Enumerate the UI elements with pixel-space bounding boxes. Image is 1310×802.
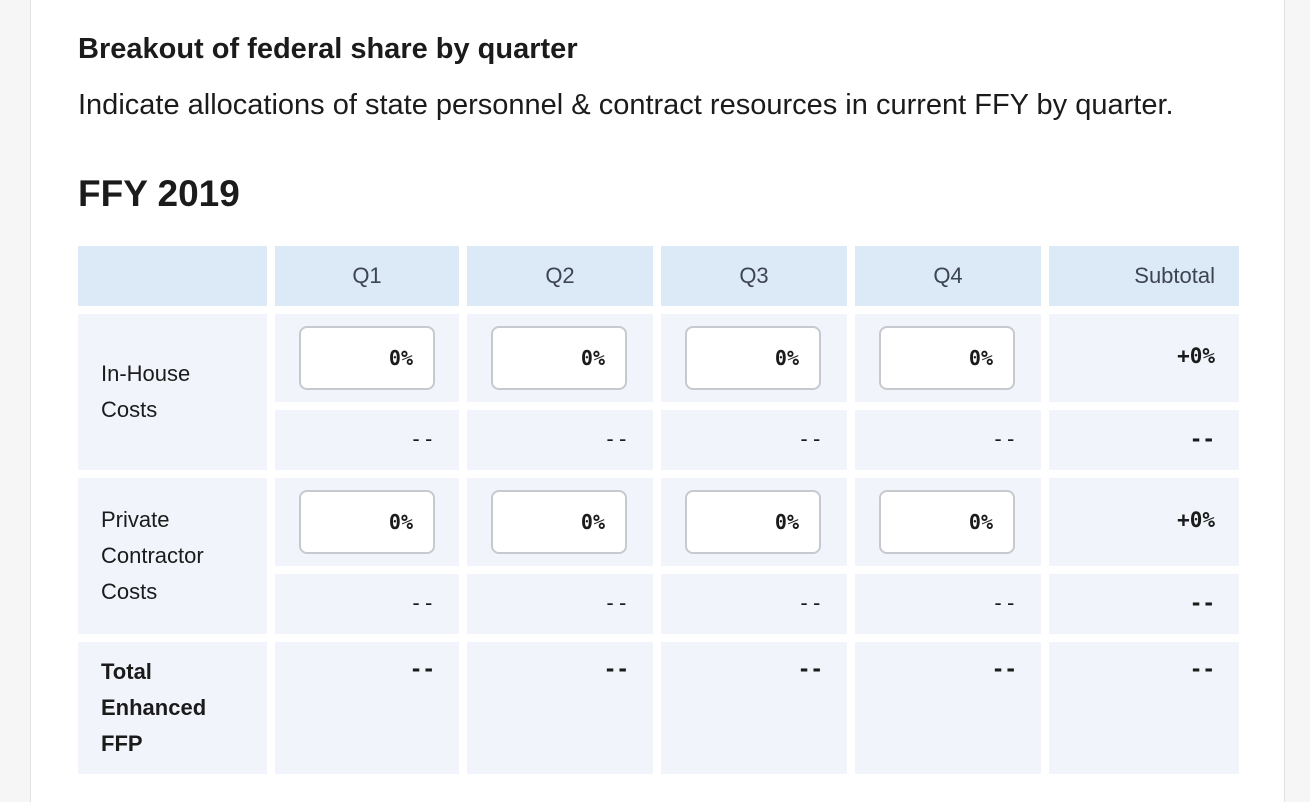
total-q1-cell: --: [275, 642, 459, 774]
in-house-q3-amount: --: [797, 427, 823, 451]
header-q1-label: Q1: [352, 263, 382, 288]
in-house-q4-amount: --: [991, 427, 1017, 451]
contractor-q2-amount: --: [603, 591, 629, 615]
total-label-cell: Total Enhanced FFP: [78, 642, 267, 774]
contractor-label-line2: Contractor: [101, 543, 204, 568]
in-house-q1-amount-cell: --: [275, 410, 459, 470]
header-q2: Q2: [467, 246, 653, 306]
contractor-subtotal-pct: +0%: [1177, 508, 1215, 532]
contractor-subtotal-amount: --: [1189, 591, 1215, 615]
contractor-q1-cell: [275, 478, 459, 566]
in-house-q4-amount-cell: --: [855, 410, 1041, 470]
in-house-q1-input[interactable]: [299, 326, 435, 390]
total-q4-amount: --: [991, 657, 1017, 681]
contractor-q3-input[interactable]: [685, 490, 821, 554]
header-blank-cell: [78, 246, 267, 306]
in-house-q3-input[interactable]: [685, 326, 821, 390]
in-house-q4-input[interactable]: [879, 326, 1015, 390]
contractor-label-line1: Private: [101, 507, 170, 532]
total-q1-amount: --: [409, 657, 435, 681]
total-label-line2: Enhanced: [101, 695, 207, 720]
contractor-q4-input[interactable]: [879, 490, 1015, 554]
in-house-subtotal-pct: +0%: [1177, 344, 1215, 368]
header-subtotal: Subtotal: [1049, 246, 1239, 306]
quarterly-breakout-card: Breakout of federal share by quarter Ind…: [30, 0, 1285, 802]
header-q3-label: Q3: [739, 263, 769, 288]
section-description: Indicate allocations of state personnel …: [78, 89, 1174, 121]
contractor-q1-amount: --: [409, 591, 435, 615]
total-q2-cell: --: [467, 642, 653, 774]
contractor-q3-amount-cell: --: [661, 574, 847, 634]
section-title: Breakout of federal share by quarter: [78, 33, 578, 65]
total-subtotal-cell: --: [1049, 642, 1239, 774]
header-q4-label: Q4: [933, 263, 963, 288]
header-q3: Q3: [661, 246, 847, 306]
contractor-q3-cell: [661, 478, 847, 566]
in-house-q2-amount: --: [603, 427, 629, 451]
contractor-q4-amount-cell: --: [855, 574, 1041, 634]
in-house-q2-cell: [467, 314, 653, 402]
in-house-q2-input[interactable]: [491, 326, 627, 390]
contractor-label-cell: Private Contractor Costs: [78, 478, 267, 634]
contractor-q4-cell: [855, 478, 1041, 566]
in-house-q3-cell: [661, 314, 847, 402]
contractor-q1-input[interactable]: [299, 490, 435, 554]
in-house-q2-amount-cell: --: [467, 410, 653, 470]
contractor-q2-cell: [467, 478, 653, 566]
total-label-line3: FFP: [101, 731, 143, 756]
in-house-q3-amount-cell: --: [661, 410, 847, 470]
contractor-q4-amount: --: [991, 591, 1017, 615]
header-q1: Q1: [275, 246, 459, 306]
year-heading: FFY 2019: [78, 173, 240, 214]
header-q2-label: Q2: [545, 263, 575, 288]
total-q3-cell: --: [661, 642, 847, 774]
total-subtotal-amount: --: [1189, 657, 1215, 681]
in-house-subtotal-amount-cell: --: [1049, 410, 1239, 470]
in-house-q4-cell: [855, 314, 1041, 402]
in-house-subtotal-amount: --: [1189, 427, 1215, 451]
contractor-subtotal-pct-cell: +0%: [1049, 478, 1239, 566]
in-house-label-line2: Costs: [101, 397, 158, 422]
in-house-q1-cell: [275, 314, 459, 402]
header-subtotal-label: Subtotal: [1134, 263, 1215, 288]
total-label-line1: Total: [101, 659, 152, 684]
contractor-q1-amount-cell: --: [275, 574, 459, 634]
in-house-label-line1: In-House: [101, 361, 191, 386]
contractor-label-line3: Costs: [101, 579, 158, 604]
in-house-label-cell: In-House Costs: [78, 314, 267, 470]
contractor-q2-amount-cell: --: [467, 574, 653, 634]
total-q4-cell: --: [855, 642, 1041, 774]
header-blank-label: [78, 246, 267, 306]
in-house-q1-amount: --: [409, 427, 435, 451]
contractor-q2-input[interactable]: [491, 490, 627, 554]
in-house-subtotal-pct-cell: +0%: [1049, 314, 1239, 402]
total-q2-amount: --: [603, 657, 629, 681]
total-q3-amount: --: [797, 657, 823, 681]
contractor-q3-amount: --: [797, 591, 823, 615]
contractor-subtotal-amount-cell: --: [1049, 574, 1239, 634]
header-q4: Q4: [855, 246, 1041, 306]
